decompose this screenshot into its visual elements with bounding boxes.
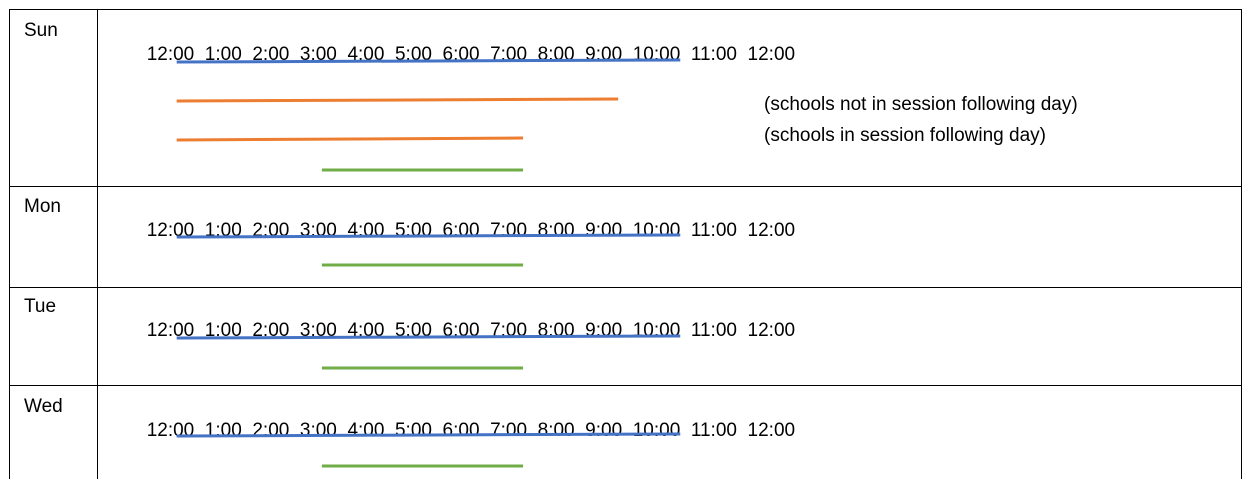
time-label: 2:00	[252, 44, 290, 65]
orange-schedule-bar	[176, 136, 524, 142]
time-label: 12:00	[747, 420, 796, 441]
time-label: 1:00	[204, 320, 242, 341]
session-note-in-session: (schools in session following day)	[764, 125, 1046, 146]
time-label: 10:00	[632, 420, 681, 441]
time-label: 11:00	[690, 220, 737, 241]
day-label: Wed	[24, 396, 63, 417]
row-divider	[9, 186, 1242, 187]
time-label: 12:00	[747, 220, 796, 241]
time-label: 12:00	[146, 44, 195, 65]
time-label: 12:00	[146, 320, 195, 341]
column-divider	[97, 9, 98, 479]
day-label: Sun	[24, 20, 58, 41]
time-label: 1:00	[204, 44, 242, 65]
blue-schedule-bar	[176, 233, 681, 239]
time-label: 2:00	[252, 320, 290, 341]
blue-schedule-bar	[176, 432, 681, 438]
orange-schedule-bar	[176, 97, 619, 103]
time-label: 3:00	[299, 320, 337, 341]
table-border-left	[9, 9, 10, 479]
time-label: 11:00	[690, 44, 737, 65]
table-border-right	[1241, 9, 1242, 479]
day-label: Mon	[24, 196, 61, 217]
row-divider	[9, 385, 1242, 386]
time-label: 11:00	[690, 320, 737, 341]
time-label: 11:00	[690, 420, 737, 441]
time-label: 12:00	[747, 44, 796, 65]
time-label: 3:00	[299, 44, 337, 65]
time-label: 12:00	[747, 320, 796, 341]
blue-schedule-bar	[176, 58, 681, 64]
day-label: Tue	[24, 296, 57, 317]
session-note-not-in-session: (schools not in session following day)	[764, 94, 1078, 115]
row-divider	[9, 287, 1242, 288]
blue-schedule-bar	[176, 334, 681, 340]
table-border-top	[9, 9, 1242, 10]
